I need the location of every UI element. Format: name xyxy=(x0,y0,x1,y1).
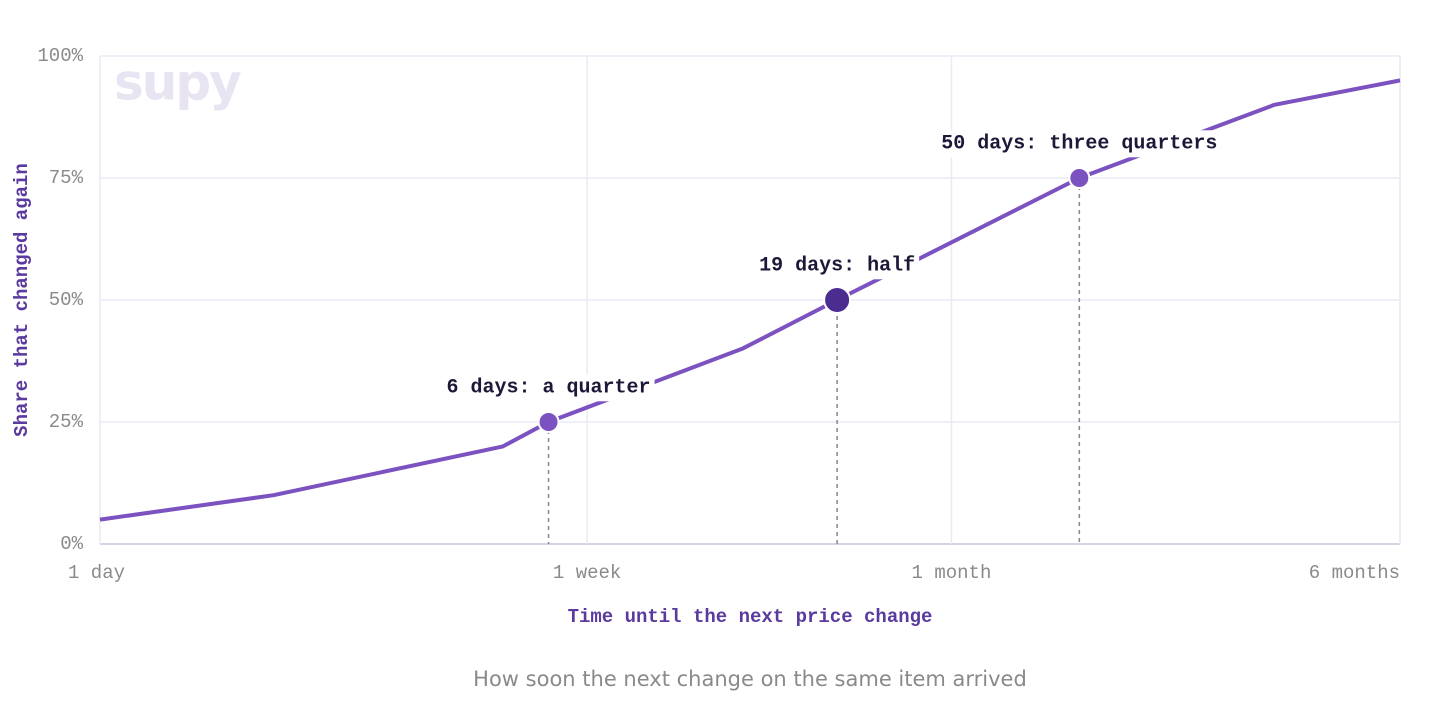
x-tick-label: 1 month xyxy=(912,562,992,584)
caption: How soon the next change on the same ite… xyxy=(473,667,1027,691)
y-tick-label: 25% xyxy=(49,411,84,433)
milestone-point xyxy=(537,411,560,433)
annotation-bg xyxy=(755,252,920,280)
x-axis-title: Time until the next price change xyxy=(568,606,933,628)
watermark: supy xyxy=(114,54,241,112)
x-tick-label: 6 months xyxy=(1309,562,1400,584)
annotation-label: 19 days: half xyxy=(759,254,915,277)
y-tick-label: 0% xyxy=(60,533,83,555)
annotation-label: 6 days: a quarter xyxy=(447,376,651,399)
annotation-bg xyxy=(937,130,1222,158)
milestone-point xyxy=(823,286,852,314)
y-tick-label: 50% xyxy=(49,289,84,311)
y-tick-label: 75% xyxy=(49,167,84,189)
y-axis-title: Share that changed again xyxy=(11,163,33,437)
line xyxy=(99,78,1401,522)
x-tick-label: 1 day xyxy=(68,562,125,584)
x-tick-label: 1 week xyxy=(553,562,621,584)
milestone-point xyxy=(1068,167,1091,189)
annotation-label: 50 days: three quarters xyxy=(941,132,1217,155)
annotation-bg xyxy=(442,374,655,402)
y-tick-label: 100% xyxy=(37,45,83,67)
